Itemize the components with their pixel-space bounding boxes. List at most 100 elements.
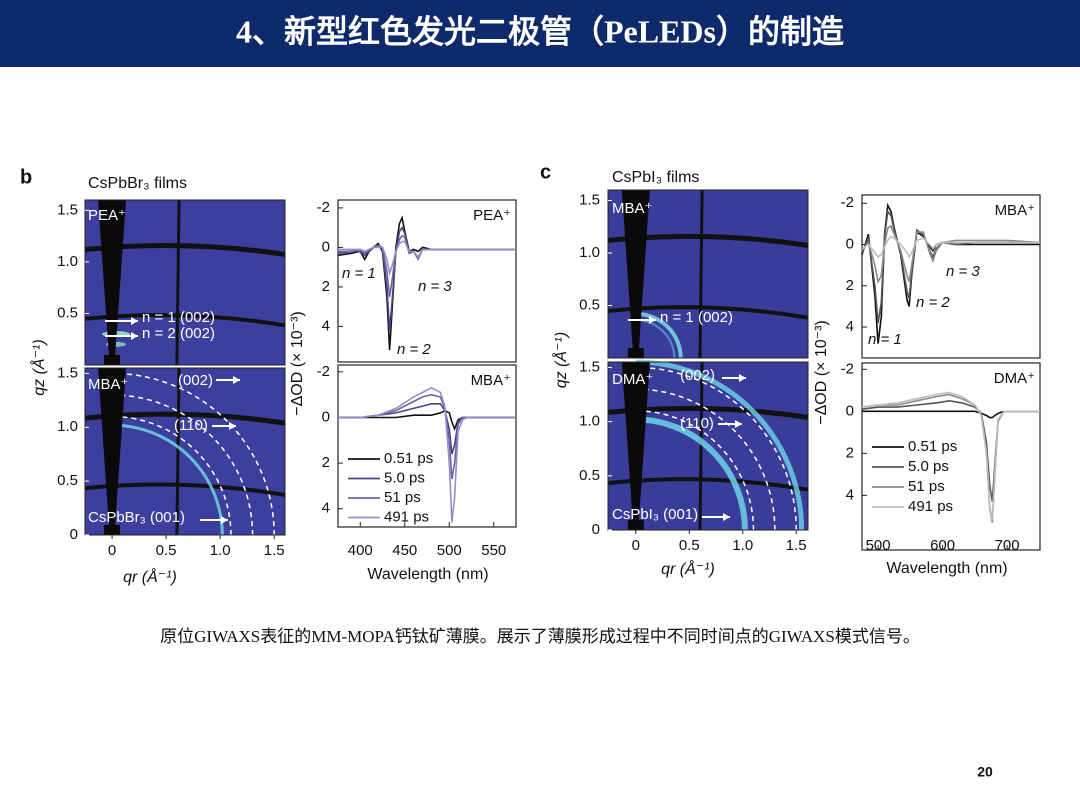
legend-label: 491 ps xyxy=(384,508,429,525)
giwaxs-image xyxy=(85,367,285,535)
diffraction-ring xyxy=(635,311,683,359)
qz-tick-label: 0 xyxy=(592,521,600,538)
image-frame xyxy=(607,361,809,531)
qr-tick-label: 1.0 xyxy=(732,537,753,554)
peak-annotation: n = 3 xyxy=(946,263,980,280)
beam-stop xyxy=(98,368,127,527)
spectrum-line xyxy=(862,410,1040,419)
qz-tick-label: 0 xyxy=(70,526,78,543)
qz-tick-label: 0.5 xyxy=(579,296,600,313)
detector-gap xyxy=(698,190,704,359)
peak-annotation: n = 1 xyxy=(342,265,376,282)
spectrum-line xyxy=(338,240,516,277)
image-label: (002) xyxy=(178,372,213,389)
y-tick-label: 2 xyxy=(846,444,854,461)
image-label: PEA⁺ xyxy=(88,207,126,224)
legend-label: 5.0 ps xyxy=(384,469,425,486)
qz-tick-label: 1.5 xyxy=(57,201,78,218)
qr-tick-label: 1.5 xyxy=(786,537,807,554)
x-axis-label: Wavelength (nm) xyxy=(886,560,1007,577)
image-label: (002) xyxy=(680,367,715,384)
chart-label: PEA⁺ xyxy=(473,207,511,224)
qr-tick-label: 1.5 xyxy=(264,542,285,559)
image-label: n = 1 (002) xyxy=(142,309,215,326)
qr-tick-label: 0.5 xyxy=(156,542,177,559)
beam-stop xyxy=(621,362,650,522)
qr-tick-label: 0 xyxy=(108,542,116,559)
spectrum-line xyxy=(338,409,516,432)
arrow-head xyxy=(131,332,138,340)
peak-annotation: n = 2 xyxy=(916,294,950,311)
qz-tick-label: 0.5 xyxy=(57,304,78,321)
y-tick-label: 4 xyxy=(846,486,854,503)
qz-tick-label: 0.5 xyxy=(579,467,600,484)
arrow-head xyxy=(221,516,228,524)
peak-annotation: n = 2 xyxy=(397,341,431,358)
peak-annotation: n = 3 xyxy=(418,278,452,295)
qr-tick-label: 0 xyxy=(632,537,640,554)
legend-label: 5.0 ps xyxy=(908,458,949,475)
image-label: DMA⁺ xyxy=(612,371,653,388)
x-tick-label: 450 xyxy=(392,542,417,559)
detector-gap xyxy=(175,367,181,535)
qz-axis-label: qz (Å⁻¹) xyxy=(29,339,48,395)
qz-tick-label: 1.0 xyxy=(57,253,78,270)
y-tick-label: -2 xyxy=(317,199,330,216)
beam-stop-base xyxy=(627,520,644,530)
chart-label: DMA⁺ xyxy=(994,370,1035,387)
slide-title: 4、新型红色发光二极管（PeLEDs）的制造 xyxy=(236,13,844,49)
arrow-head xyxy=(649,316,656,324)
giwaxs-image xyxy=(85,200,285,366)
image-label: CsPbBr₃ (001) xyxy=(88,509,185,526)
y-tick-label: -2 xyxy=(841,194,854,211)
qz-tick-label: 1.0 xyxy=(579,413,600,430)
legend-label: 0.51 ps xyxy=(908,438,957,455)
y-tick-label: 4 xyxy=(322,317,330,334)
spectrum-line xyxy=(861,235,1040,259)
qr-tick-label: 0.5 xyxy=(679,537,700,554)
header-bar xyxy=(0,0,1080,67)
image-frame xyxy=(84,367,286,536)
legend-label: 491 ps xyxy=(908,498,953,515)
legend-label: 51 ps xyxy=(384,489,421,506)
panel-letter: c xyxy=(540,161,551,183)
detector-gap xyxy=(698,361,704,530)
x-axis-label: Wavelength (nm) xyxy=(367,566,488,583)
indexing-arc xyxy=(635,388,776,530)
qr-tick-label: 1.0 xyxy=(210,542,231,559)
caption: 原位GIWAXS表征的MM-MOPA钙钛矿薄膜。展示了薄膜形成过程中不同时间点的… xyxy=(160,627,920,646)
giwaxs-image xyxy=(608,190,808,359)
spectrum-line xyxy=(338,403,516,455)
arrow-head xyxy=(233,376,240,384)
qz-tick-label: 1.5 xyxy=(57,364,78,381)
x-tick-label: 550 xyxy=(481,542,506,559)
beam-stop xyxy=(98,200,127,357)
plot-frame xyxy=(337,364,517,528)
qr-axis-label: qr (Å⁻¹) xyxy=(661,559,715,578)
panel-letter: b xyxy=(20,166,32,188)
y-tick-label: -2 xyxy=(841,360,854,377)
qz-tick-label: 1.0 xyxy=(57,418,78,435)
diffraction-ring xyxy=(112,423,224,535)
qz-axis-label: qz (Å⁻¹) xyxy=(551,332,570,388)
y-tick-label: 0 xyxy=(846,235,854,252)
qz-tick-label: 1.5 xyxy=(579,358,600,375)
detector-gap xyxy=(175,200,181,366)
image-label: (110) xyxy=(174,417,208,434)
diffraction-ring xyxy=(635,359,805,530)
image-label: MBA⁺ xyxy=(612,200,652,217)
y-tick-label: 2 xyxy=(322,278,330,295)
beam-stop-base xyxy=(104,355,121,365)
chart-label: MBA⁺ xyxy=(995,202,1035,219)
plot-frame xyxy=(337,199,517,363)
y-tick-label: 2 xyxy=(322,454,330,471)
film-title: CsPbBr₃ films xyxy=(88,175,187,192)
qz-tick-label: 1.0 xyxy=(579,244,600,261)
spectrum-line xyxy=(338,386,516,523)
y-tick-label: -2 xyxy=(317,363,330,380)
y-axis-label: −ΔOD (× 10⁻³) xyxy=(289,311,306,416)
indexing-arc xyxy=(635,366,797,530)
indexing-arc xyxy=(112,394,254,535)
plot-frame xyxy=(861,194,1041,359)
